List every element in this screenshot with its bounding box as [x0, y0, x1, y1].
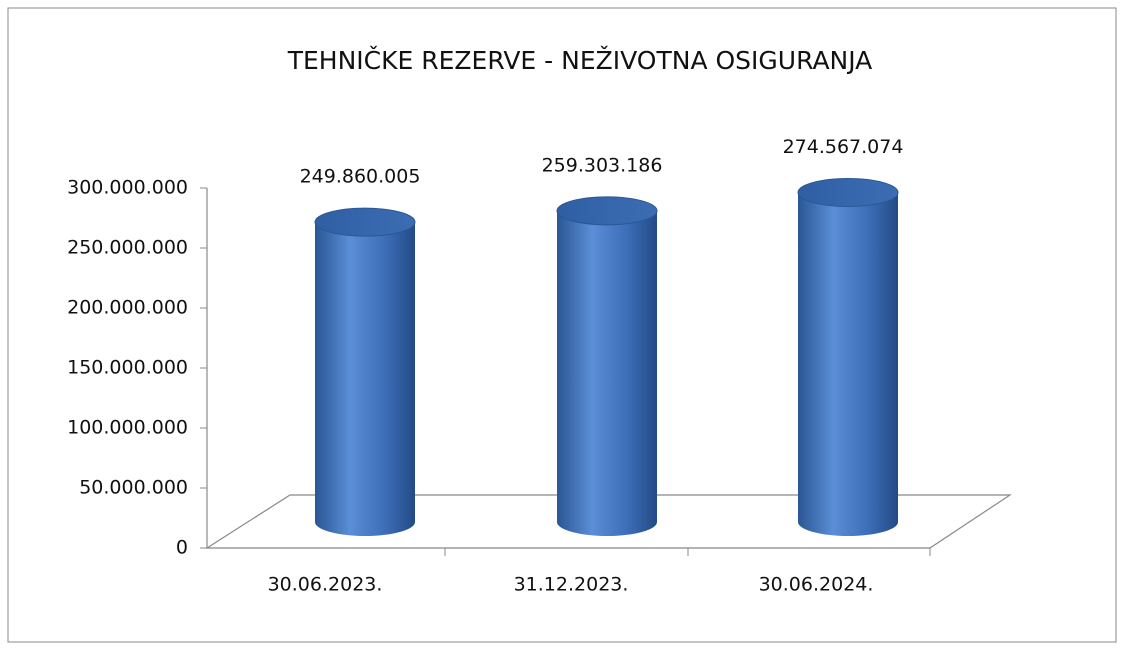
- value-label: 259.303.186: [542, 154, 663, 176]
- bar: [798, 192, 898, 536]
- value-label: 274.567.074: [783, 136, 904, 158]
- y-tick-label: 200.000.000: [67, 297, 188, 319]
- bar: [315, 222, 415, 536]
- x-tick-label: 30.06.2024.: [759, 574, 874, 596]
- y-tick-label: 300.000.000: [67, 177, 188, 199]
- chart-title: TEHNIČKE REZERVE - NEŽIVOTNA OSIGURANJA: [287, 45, 873, 75]
- value-label: 249.860.005: [300, 166, 421, 188]
- bar-top: [556, 196, 658, 226]
- x-tick-label: 31.12.2023.: [514, 574, 629, 596]
- y-tick-label: 50.000.000: [79, 477, 188, 499]
- y-tick-label: 100.000.000: [67, 417, 188, 439]
- floor: [204, 494, 1012, 549]
- bar-top: [797, 178, 899, 208]
- y-tick-label: 250.000.000: [67, 237, 188, 259]
- frame: [7, 7, 1117, 643]
- x-tick-label: 30.06.2023.: [268, 574, 383, 596]
- bar: [557, 210, 657, 536]
- bar-top: [314, 207, 416, 237]
- y-tick-label: 0: [176, 537, 188, 559]
- y-tick-label: 150.000.000: [67, 357, 188, 379]
